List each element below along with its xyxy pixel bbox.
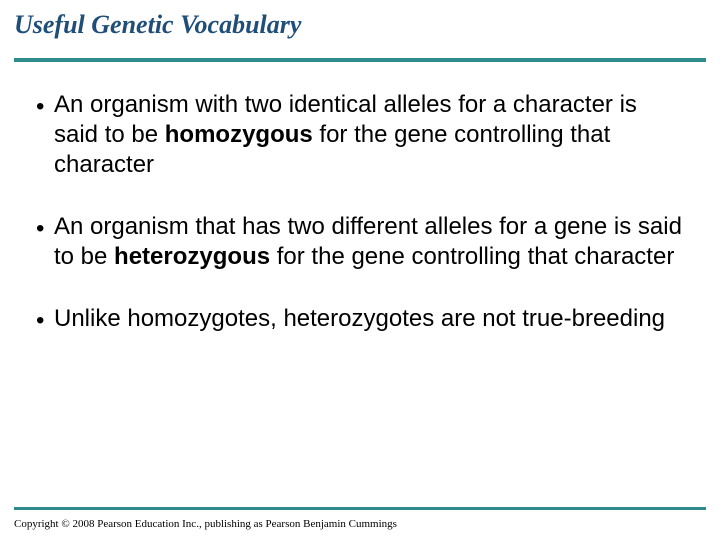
slide-title: Useful Genetic Vocabulary <box>0 0 720 40</box>
bullet-pre: Unlike homozygotes, heterozygotes are no… <box>54 305 665 332</box>
bottom-divider <box>14 507 706 510</box>
bullet-marker: • <box>36 90 54 122</box>
bullet-item: • Unlike homozygotes, heterozygotes are … <box>36 304 684 336</box>
bullet-text: An organism that has two different allel… <box>54 212 684 272</box>
bullet-marker: • <box>36 212 54 244</box>
bullet-post: for the gene controlling that character <box>270 243 674 270</box>
copyright-text: Copyright © 2008 Pearson Education Inc.,… <box>14 518 397 530</box>
bullet-text: Unlike homozygotes, heterozygotes are no… <box>54 304 684 334</box>
bullet-item: • An organism with two identical alleles… <box>36 90 684 180</box>
bullet-text: An organism with two identical alleles f… <box>54 90 684 180</box>
bullet-bold: heterozygous <box>114 243 270 270</box>
bullet-bold: homozygous <box>165 121 313 148</box>
bullet-item: • An organism that has two different all… <box>36 212 684 272</box>
bullet-marker: • <box>36 304 54 336</box>
slide-body: • An organism with two identical alleles… <box>0 62 720 336</box>
